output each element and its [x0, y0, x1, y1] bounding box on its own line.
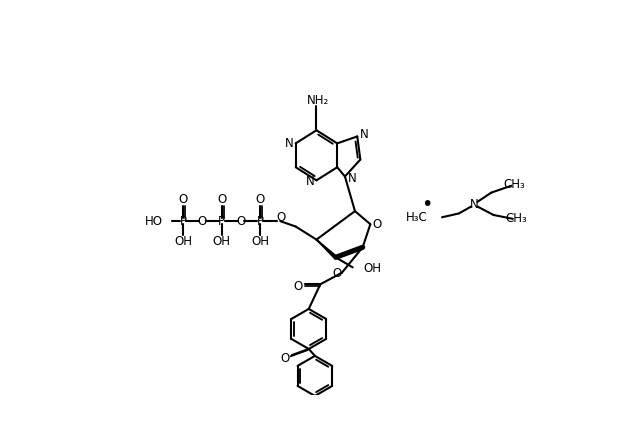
Text: OH: OH: [174, 235, 192, 248]
Text: O: O: [333, 267, 342, 280]
Text: O: O: [217, 193, 227, 206]
Polygon shape: [316, 240, 338, 258]
Text: OH: OH: [252, 235, 269, 248]
Text: CH₃: CH₃: [504, 178, 525, 190]
Text: CH₃: CH₃: [505, 212, 527, 226]
Text: N: N: [470, 198, 479, 211]
Text: O: O: [293, 280, 303, 293]
Text: N: N: [306, 175, 315, 188]
Text: OH: OH: [364, 262, 381, 274]
Text: O: O: [179, 193, 188, 206]
Text: O: O: [236, 214, 246, 228]
Text: N: N: [285, 137, 294, 150]
Text: O: O: [255, 193, 265, 206]
Text: OH: OH: [212, 235, 231, 248]
Text: P: P: [257, 214, 264, 228]
Text: •: •: [421, 195, 432, 214]
Text: O: O: [280, 353, 289, 365]
Text: P: P: [218, 214, 225, 228]
Text: O: O: [276, 211, 285, 224]
Text: N: N: [360, 127, 369, 141]
Text: HO: HO: [145, 214, 163, 228]
Text: H₃C: H₃C: [406, 211, 428, 224]
Text: N: N: [348, 172, 356, 185]
Text: O: O: [372, 218, 382, 231]
Text: NH₂: NH₂: [307, 94, 329, 107]
Text: P: P: [180, 214, 187, 228]
Text: O: O: [198, 214, 207, 228]
